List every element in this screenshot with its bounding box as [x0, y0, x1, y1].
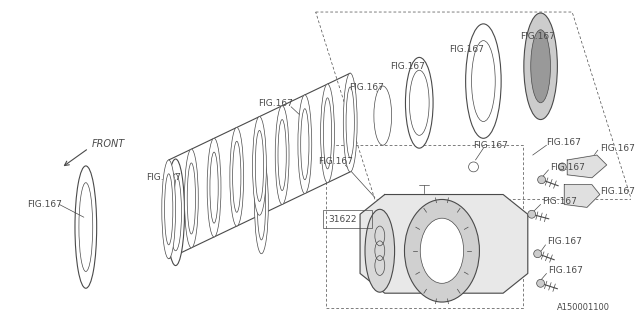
Ellipse shape [528, 210, 536, 218]
Text: FIG.167: FIG.167 [390, 62, 424, 71]
Ellipse shape [466, 24, 501, 138]
Text: FIG.167: FIG.167 [474, 141, 508, 150]
Ellipse shape [162, 160, 175, 259]
Text: FIG.167: FIG.167 [543, 197, 577, 206]
Ellipse shape [253, 116, 266, 215]
Polygon shape [564, 185, 600, 207]
Ellipse shape [166, 159, 184, 266]
Ellipse shape [230, 127, 244, 226]
Text: FIG.167: FIG.167 [520, 32, 555, 41]
Ellipse shape [537, 279, 545, 287]
Polygon shape [360, 195, 528, 293]
Ellipse shape [343, 73, 357, 172]
Ellipse shape [531, 30, 550, 103]
Ellipse shape [534, 250, 541, 258]
Text: FIG.167: FIG.167 [548, 266, 584, 275]
Ellipse shape [207, 138, 221, 237]
Text: FIG.167: FIG.167 [547, 237, 582, 246]
Text: 31622: 31622 [328, 215, 357, 224]
Ellipse shape [558, 163, 566, 171]
Text: FIG.167: FIG.167 [349, 84, 384, 92]
Text: A150001100: A150001100 [557, 303, 610, 312]
Ellipse shape [524, 13, 557, 120]
Ellipse shape [404, 199, 479, 302]
Ellipse shape [298, 95, 312, 194]
Ellipse shape [406, 57, 433, 148]
Text: FIG.167: FIG.167 [317, 157, 353, 166]
Ellipse shape [184, 149, 198, 248]
Text: FIG.167: FIG.167 [600, 144, 635, 153]
Polygon shape [567, 155, 607, 178]
Text: FIG.167: FIG.167 [547, 138, 581, 147]
Ellipse shape [538, 176, 545, 184]
Text: FIG.167: FIG.167 [28, 200, 63, 209]
Text: FIG.167: FIG.167 [146, 173, 181, 182]
Ellipse shape [420, 218, 463, 283]
Text: FIG.167: FIG.167 [550, 164, 586, 172]
Ellipse shape [321, 84, 335, 183]
Ellipse shape [365, 209, 395, 292]
Ellipse shape [255, 155, 268, 254]
Ellipse shape [275, 106, 289, 204]
Text: FIG.167: FIG.167 [449, 45, 484, 54]
Ellipse shape [374, 86, 392, 145]
Ellipse shape [75, 166, 97, 288]
Text: FRONT: FRONT [92, 139, 125, 149]
Text: FIG.167: FIG.167 [600, 187, 635, 196]
Text: FIG.167: FIG.167 [259, 99, 293, 108]
